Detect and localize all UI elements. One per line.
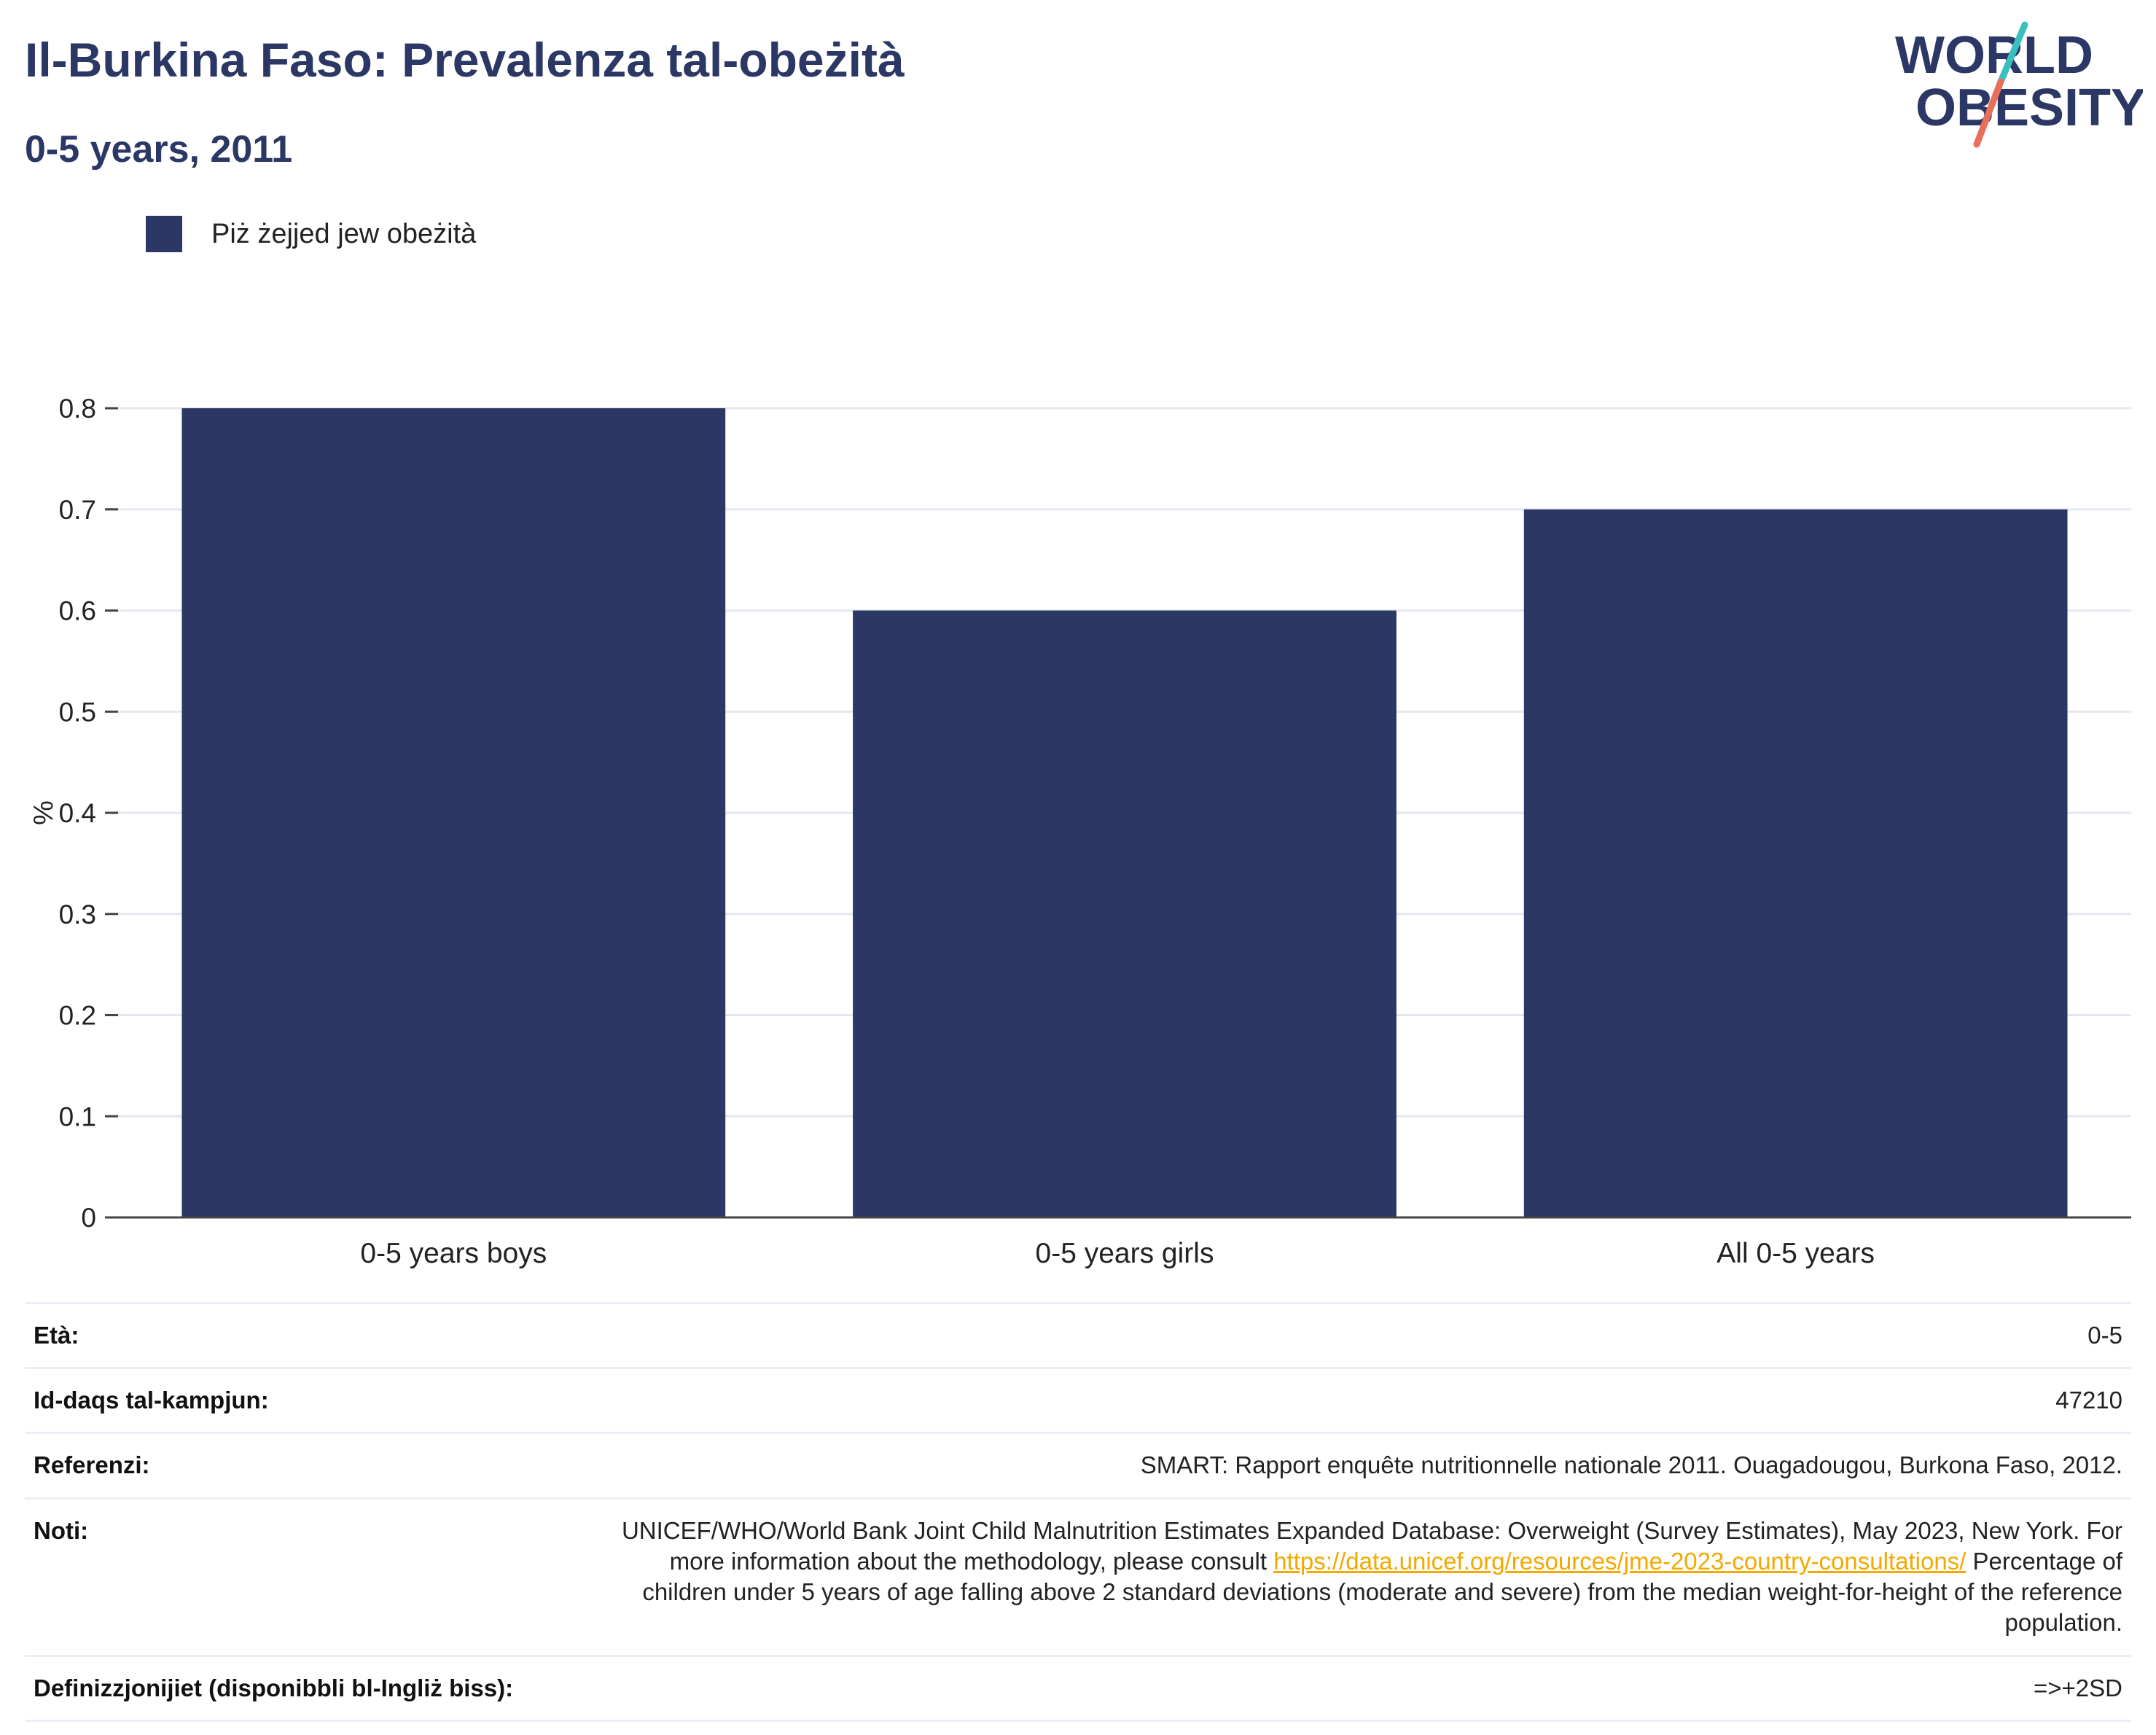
x-tick-label: All 0-5 years bbox=[1716, 1238, 1875, 1269]
y-tick-label: 0.4 bbox=[59, 798, 96, 828]
world-obesity-logo: WORLD OBESITY bbox=[1895, 21, 2143, 148]
legend-label: Piż żejjed jew obeżità bbox=[211, 218, 477, 249]
x-tick-label: 0-5 years boys bbox=[360, 1238, 547, 1269]
meta-row-definitions: Definizzjonijiet (disponibbli bl-Ingliż … bbox=[25, 1654, 2131, 1722]
x-axis-ticks: 0-5 years boys 0-5 years girls All 0-5 yea… bbox=[360, 1238, 1875, 1269]
meta-value: SMART: Rapport enquête nutritionnelle na… bbox=[596, 1432, 2131, 1499]
meta-key: Età: bbox=[25, 1301, 596, 1368]
metadata-table: Età: 0-5 Id-daqs tal-kampjun: 47210 Refe… bbox=[25, 1301, 2131, 1722]
legend-swatch bbox=[146, 216, 182, 252]
meta-value: UNICEF/WHO/World Bank Joint Child Malnut… bbox=[596, 1497, 2131, 1656]
y-tick-label: 0.2 bbox=[59, 1001, 96, 1031]
meta-row-sample-size: Id-daqs tal-kampjun: 47210 bbox=[25, 1367, 2131, 1433]
meta-row-age: Età: 0-5 bbox=[25, 1301, 2131, 1368]
y-tick-label: 0.3 bbox=[59, 900, 96, 929]
notes-text-before: UNICEF/WHO/World Bank Joint Child Malnut… bbox=[621, 1516, 2122, 1575]
y-tick-label: 0.5 bbox=[59, 697, 96, 727]
chart-legend[interactable]: Piż żejjed jew obeżità bbox=[146, 216, 476, 252]
chart-bars bbox=[181, 408, 2068, 1217]
logo-text-obesity: OBESITY bbox=[1915, 79, 2143, 137]
meta-row-notes: Noti: UNICEF/WHO/World Bank Joint Child … bbox=[25, 1497, 2131, 1656]
meta-key: Noti: bbox=[25, 1497, 596, 1656]
y-tick-label: 0.7 bbox=[59, 495, 96, 525]
meta-key: Id-daqs tal-kampjun: bbox=[25, 1367, 596, 1433]
notes-text-after: Percentage of children under 5 years of … bbox=[642, 1547, 2122, 1637]
x-tick-label: 0-5 years girls bbox=[1036, 1238, 1214, 1269]
meta-value: 0-5 bbox=[596, 1301, 2131, 1368]
meta-value: 47210 bbox=[596, 1367, 2131, 1433]
meta-key: Definizzjonijiet (disponibbli bl-Ingliż … bbox=[25, 1654, 596, 1722]
bar bbox=[853, 610, 1397, 1217]
meta-row-references: Referenzi: SMART: Rapport enquête nutrit… bbox=[25, 1432, 2131, 1499]
meta-value: =>+2SD bbox=[596, 1654, 2131, 1722]
y-tick-label: 0.1 bbox=[59, 1102, 96, 1131]
y-tick-label: 0 bbox=[81, 1203, 96, 1233]
logo-slash-top bbox=[1997, 21, 2028, 85]
y-axis-label: % bbox=[28, 800, 59, 825]
chart-title: Il-Burkina Faso: Prevalenza tal-obeżità bbox=[25, 33, 905, 87]
bar bbox=[1523, 509, 2068, 1217]
y-tick-label: 0.8 bbox=[59, 394, 96, 424]
y-axis-ticks: 0 0.1 0.2 0.3 0.4 0.5 0.6 0.7 0.8 bbox=[59, 394, 118, 1233]
y-tick-label: 0.6 bbox=[59, 596, 96, 626]
chart-subtitle: 0-5 years, 2011 bbox=[25, 128, 293, 171]
logo-text-world: WORLD bbox=[1895, 26, 2093, 85]
bar bbox=[181, 408, 726, 1217]
logo-slash-bottom bbox=[1973, 78, 2004, 148]
methodology-link[interactable]: https://data.unicef.org/resources/jme-20… bbox=[1273, 1547, 1966, 1575]
meta-key: Referenzi: bbox=[25, 1432, 596, 1499]
bar-chart: 0 0.1 0.2 0.3 0.4 0.5 0.6 0.7 0.8 0-5 years boys… bbox=[28, 394, 2131, 1269]
